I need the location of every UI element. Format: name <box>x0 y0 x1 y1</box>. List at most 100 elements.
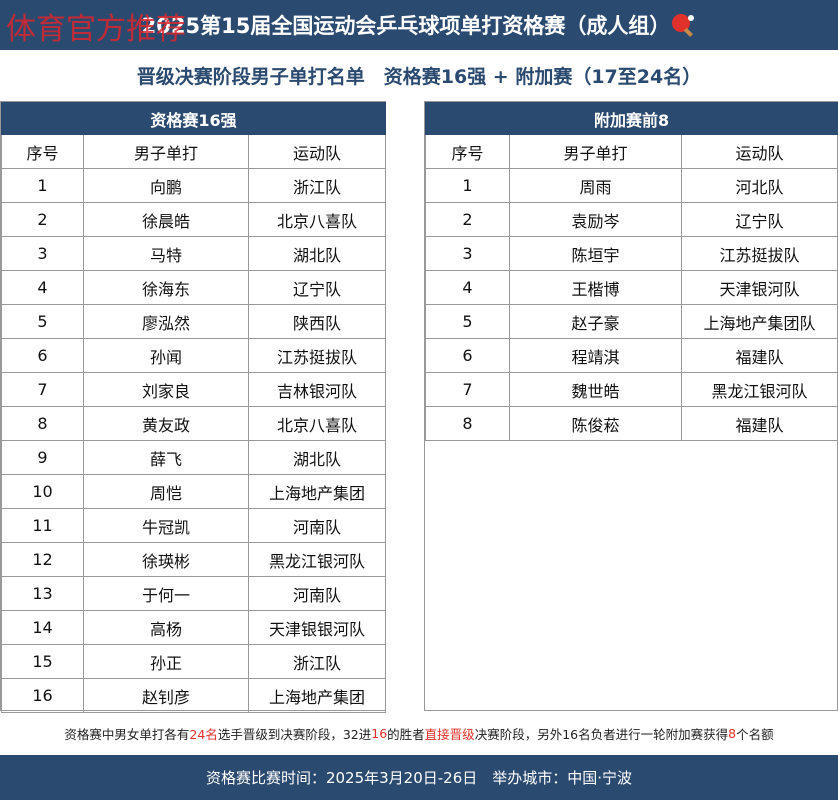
rank: 14 <box>1 610 84 645</box>
table-row: 10 周恺 上海地产集团 <box>1 474 386 509</box>
rank: 6 <box>425 338 510 373</box>
table-row: 8 陈俊菘 福建队 <box>425 406 838 441</box>
team: 浙江队 <box>248 168 386 203</box>
rank: 3 <box>425 236 510 271</box>
team: 江苏挺拔队 <box>248 338 386 373</box>
table-row: 11 牛冠凯 河南队 <box>1 508 386 543</box>
column-header: 运动队 <box>680 134 838 169</box>
table-row: 7 魏世皓 黑龙江银河队 <box>425 372 838 407</box>
table-row: 1 周雨 河北队 <box>425 168 838 203</box>
player: 高杨 <box>83 610 249 645</box>
player: 徐晨皓 <box>83 202 249 237</box>
rank: 16 <box>1 678 84 713</box>
table: 资格赛16强 序号 男子单打 运动队 1 向鹏 浙江队 2 徐晨皓 北京八喜队 3 马特 湖北队 4 徐海东… <box>1 102 386 713</box>
team: 北京八喜队 <box>248 406 386 441</box>
table-row: 9 薛飞 湖北队 <box>1 440 386 475</box>
note-segment: 16 <box>371 725 388 741</box>
player: 赵钊彦 <box>83 678 249 713</box>
rank: 13 <box>1 576 84 611</box>
note-segment: 8 <box>728 725 737 741</box>
team: 辽宁队 <box>248 270 386 305</box>
rank: 5 <box>425 304 510 339</box>
team: 湖北队 <box>248 236 386 271</box>
player: 孙正 <box>83 644 249 679</box>
column-header-row: 序号 男子单打 运动队 <box>425 134 838 169</box>
player: 周恺 <box>83 474 249 509</box>
rank: 2 <box>1 202 84 237</box>
player: 向鹏 <box>83 168 249 203</box>
rank: 3 <box>1 236 84 271</box>
rank: 12 <box>1 542 84 577</box>
watermark: 体育官方推荐 <box>6 12 186 47</box>
player: 徐海东 <box>83 270 249 305</box>
table-left: 资格赛16强 序号 男子单打 运动队 1 向鹏 浙江队 2 徐晨皓 北京八喜队 3 马特 湖北队 4 徐海东… <box>0 101 386 713</box>
team: 福建队 <box>680 338 838 373</box>
team: 陕西队 <box>248 304 386 339</box>
team: 天津银银河队 <box>248 610 386 645</box>
note-segment: 直接晋级 <box>424 726 475 742</box>
player: 程靖淇 <box>509 338 682 373</box>
player: 徐瑛彬 <box>83 542 249 577</box>
table-right: 附加赛前8 序号 男子单打 运动队 1 周雨 河北队 2 袁励岑 辽宁队 3 陈垣宇 江苏挺拔队 4 王楷博… <box>424 101 838 711</box>
player: 袁励岑 <box>509 202 682 237</box>
rank: 15 <box>1 644 84 679</box>
rank: 4 <box>425 270 510 305</box>
table-title-row: 附加赛前8 <box>424 102 838 135</box>
team: 河北队 <box>680 168 838 203</box>
table-row: 2 袁励岑 辽宁队 <box>425 202 838 237</box>
table-row: 2 徐晨皓 北京八喜队 <box>1 202 386 237</box>
table-row: 1 向鹏 浙江队 <box>1 168 386 203</box>
footer: 资格赛比赛时间：2025年3月20日-26日 举办城市：中国·宁波 <box>0 755 838 800</box>
table-row: 15 孙正 浙江队 <box>1 644 386 679</box>
note-segment: 选手晋级到决赛阶段，32进 <box>217 726 372 742</box>
rank: 1 <box>425 168 510 203</box>
table-row: 8 黄友政 北京八喜队 <box>1 406 386 441</box>
note-segment: 的胜者 <box>387 726 425 742</box>
team: 江苏挺拔队 <box>680 236 838 271</box>
rank: 4 <box>1 270 84 305</box>
table-row: 7 刘家良 吉林银河队 <box>1 372 386 407</box>
team: 吉林银河队 <box>248 372 386 407</box>
team: 河南队 <box>248 508 386 543</box>
team: 黑龙江银河队 <box>680 372 838 407</box>
note-segment: 个名额 <box>736 726 774 742</box>
rank: 6 <box>1 338 84 373</box>
table-row: 5 廖泓然 陕西队 <box>1 304 386 339</box>
table-row: 13 于何一 河南队 <box>1 576 386 611</box>
table-row: 3 陈垣宇 江苏挺拔队 <box>425 236 838 271</box>
player: 于何一 <box>83 576 249 611</box>
player: 薛飞 <box>83 440 249 475</box>
player: 马特 <box>83 236 249 271</box>
column-header: 男子单打 <box>83 134 249 169</box>
table-title: 资格赛16强 <box>1 102 386 135</box>
table-row: 5 赵子豪 上海地产集团队 <box>425 304 838 339</box>
player: 赵子豪 <box>509 304 682 339</box>
team: 浙江队 <box>248 644 386 679</box>
note-segment: 24名 <box>189 726 218 742</box>
team: 福建队 <box>680 406 838 441</box>
rank: 7 <box>425 372 510 407</box>
table-row: 4 徐海东 辽宁队 <box>1 270 386 305</box>
note-segment: 资格赛中男女单打各有 <box>64 726 190 742</box>
team: 黑龙江银河队 <box>248 542 386 577</box>
player: 周雨 <box>509 168 682 203</box>
team: 天津银河队 <box>680 270 838 305</box>
rank: 11 <box>1 508 84 543</box>
rank: 8 <box>425 406 510 441</box>
column-header: 序号 <box>1 134 84 169</box>
rank: 2 <box>425 202 510 237</box>
player: 黄友政 <box>83 406 249 441</box>
subtitle: 晋级决赛阶段男子单打名单 资格赛16强 + 附加赛（17至24名） <box>136 65 702 88</box>
note-segment: 决赛阶段，另外16名负者进行一轮附加赛获得 <box>474 726 729 742</box>
rank: 1 <box>1 168 84 203</box>
player: 孙闻 <box>83 338 249 373</box>
table-row: 4 王楷博 天津银河队 <box>425 270 838 305</box>
team: 上海地产集团 <box>248 474 386 509</box>
title: 2025第15届全国运动会乒乓球项单打资格赛（成人组） <box>141 14 671 38</box>
table-row: 12 徐瑛彬 黑龙江银河队 <box>1 542 386 577</box>
rank: 7 <box>1 372 84 407</box>
note: 资格赛中男女单打各有 24名 选手晋级到决赛阶段，32进 16 的胜者 直接晋级 决赛阶段，… <box>0 711 838 755</box>
table-title-row: 资格赛16强 <box>1 102 386 135</box>
player: 刘家良 <box>83 372 249 407</box>
